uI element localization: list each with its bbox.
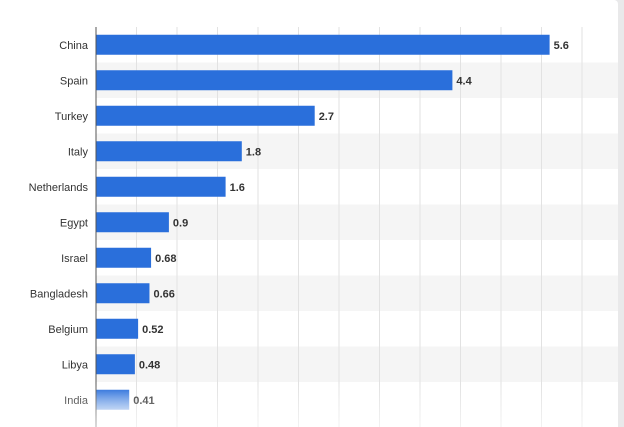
- value-label: 2.7: [319, 111, 334, 123]
- category-label: Egypt: [60, 217, 88, 229]
- bar[interactable]: [96, 318, 139, 339]
- row-stripe: [96, 275, 618, 311]
- value-label: 0.48: [139, 359, 160, 371]
- row-stripe: [96, 346, 618, 382]
- value-label: 0.52: [142, 324, 163, 336]
- value-label: 4.4: [456, 75, 472, 87]
- category-label: Turkey: [55, 111, 89, 123]
- bar[interactable]: [96, 141, 242, 162]
- value-label: 0.41: [133, 395, 154, 407]
- value-label: 1.6: [230, 182, 245, 194]
- category-label: Spain: [60, 75, 88, 87]
- row-stripe: [96, 204, 618, 240]
- category-label: Libya: [62, 359, 89, 371]
- bar[interactable]: [96, 176, 226, 197]
- value-label: 0.68: [155, 253, 176, 265]
- category-label: China: [59, 40, 89, 52]
- value-label: 0.9: [173, 217, 188, 229]
- bar[interactable]: [96, 354, 135, 375]
- value-label: 0.66: [153, 288, 174, 300]
- category-label: Israel: [61, 253, 88, 265]
- category-label: Belgium: [48, 324, 88, 336]
- bar[interactable]: [96, 283, 150, 304]
- bar[interactable]: [96, 105, 315, 126]
- category-label: India: [64, 395, 89, 407]
- bar[interactable]: [96, 34, 550, 55]
- bar[interactable]: [96, 247, 152, 268]
- bar[interactable]: [96, 70, 453, 91]
- bar[interactable]: [96, 212, 169, 233]
- value-label: 5.6: [554, 40, 569, 52]
- category-label: Italy: [68, 146, 89, 158]
- bar[interactable]: [96, 389, 130, 410]
- category-label: Netherlands: [29, 182, 89, 194]
- value-label: 1.8: [246, 146, 261, 158]
- category-label: Bangladesh: [30, 288, 88, 300]
